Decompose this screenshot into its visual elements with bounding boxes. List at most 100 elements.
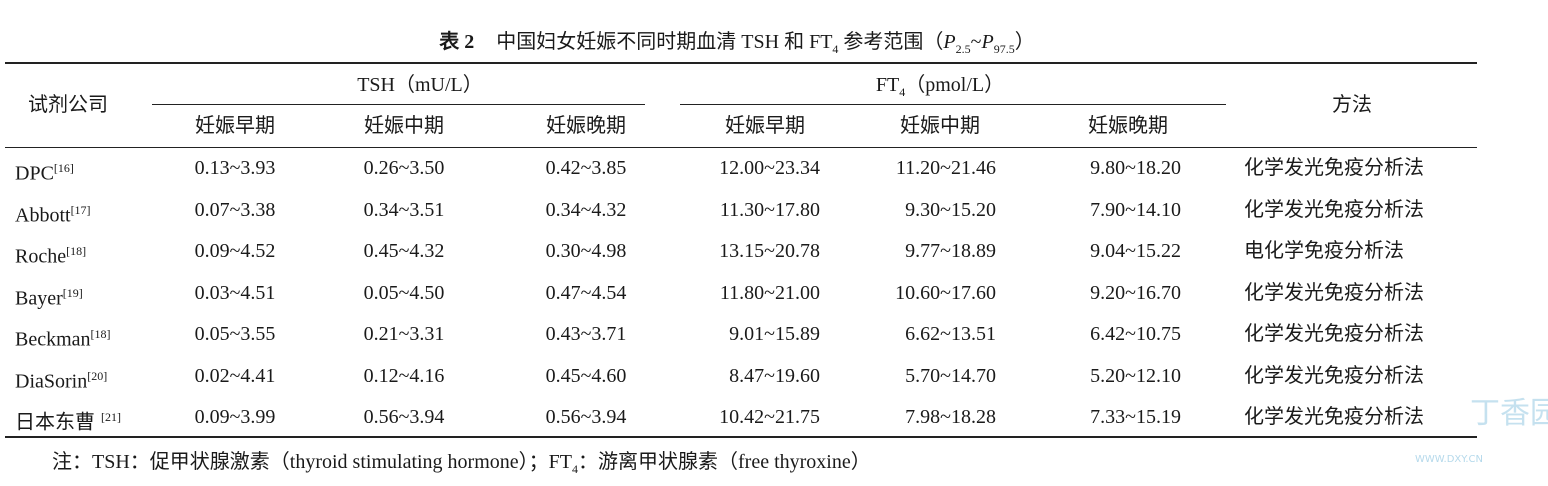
company-name: Roche (15, 245, 67, 268)
tsh-value: 0.43~3.71 (545, 323, 627, 345)
ft4-sub: 4 (899, 85, 906, 99)
title-sub: 2.5 (955, 42, 971, 56)
company-name: DiaSorin (15, 370, 88, 393)
ft4-value: 11.30~17.80 (719, 198, 820, 221)
header-phase: 妊娠中期 (364, 115, 444, 137)
title-sub: 4 (832, 42, 839, 56)
method: 化学发光免疫分析法 (1244, 281, 1424, 304)
company-name: 日本东曹 (15, 411, 95, 434)
company: Beckman[18] (15, 322, 111, 352)
ft4-value: 7.98~18.28 (905, 406, 996, 428)
ft4-value: 9.80~18.20 (1090, 157, 1181, 179)
company-name: Abbott (15, 204, 71, 227)
ft4-value: 7.90~14.10 (1090, 198, 1181, 221)
ft4-value: 10.60~17.60 (895, 281, 996, 304)
tsh-value: 0.45~4.32 (363, 240, 445, 262)
tsh-value: 0.34~4.32 (545, 198, 627, 221)
title-p: P (981, 31, 994, 53)
ft4-value: 9.04~15.22 (1090, 240, 1181, 262)
company-ref: [16] (53, 161, 74, 175)
tsh-value: 0.05~3.55 (194, 323, 276, 345)
table-title: 表 2 中国妇女妊娠不同时期血清 TSH 和 FT4 参考范围（P2.5~P97.… (439, 30, 1034, 61)
title-sub: 97.5 (993, 42, 1015, 56)
company: DiaSorin[20] (15, 364, 107, 394)
note: 注：TSH：促甲状腺激素（thyroid stimulating hormone… (52, 450, 871, 481)
header-tsh: TSH（mU/L） (357, 74, 483, 96)
method: 电化学免疫分析法 (1244, 240, 1404, 262)
tsh-value: 0.21~3.31 (363, 323, 445, 345)
tsh-value: 0.07~3.38 (194, 198, 276, 221)
tsh-value: 0.05~4.50 (363, 281, 445, 304)
ft4-value: 13.15~20.78 (719, 240, 820, 262)
tsh-value: 0.42~3.85 (545, 157, 627, 179)
tsh-value: 0.30~4.98 (545, 240, 627, 262)
company-ref: [18] (90, 327, 111, 341)
company-ref: [17] (70, 202, 91, 217)
tsh-value: 0.03~4.51 (194, 281, 276, 304)
ft4-value: 9.20~16.70 (1090, 281, 1181, 304)
bottom-rule (5, 436, 1477, 438)
method: 化学发光免疫分析法 (1244, 406, 1424, 428)
company-name: Bayer (15, 287, 63, 310)
method: 化学发光免疫分析法 (1244, 364, 1424, 387)
watermark-url: WWW.DXY.CN (1415, 454, 1483, 465)
ft4-value: 9.30~15.20 (905, 198, 996, 221)
header-method: 方法 (1332, 94, 1372, 116)
header-rule (5, 147, 1477, 148)
ft4-value: 9.77~18.89 (905, 240, 996, 262)
company-name: Beckman (15, 328, 91, 351)
company: Roche[18] (15, 239, 86, 269)
tsh-value: 0.56~3.94 (363, 406, 445, 428)
ft4-value: 7.33~15.19 (1090, 406, 1181, 428)
ft4-value: 5.20~12.10 (1090, 364, 1181, 387)
company-ref: [19] (62, 285, 83, 300)
method: 化学发光免疫分析法 (1244, 157, 1424, 179)
ft4-value: 9.01~15.89 (729, 323, 820, 345)
title-label: 表 2 (439, 31, 475, 53)
tsh-value: 0.45~4.60 (545, 364, 627, 387)
ft4-value: 12.00~23.34 (719, 157, 820, 179)
ft4-value: 11.80~21.00 (719, 281, 820, 304)
tsh-value: 0.47~4.54 (545, 281, 627, 304)
header-company: 试剂公司 (28, 94, 108, 116)
header-phase: 妊娠早期 (195, 115, 275, 137)
tsh-value: 0.56~3.94 (545, 406, 627, 428)
title-text: 中国妇女妊娠不同时期血清 TSH 和 FT (496, 31, 833, 53)
tsh-value: 0.26~3.50 (363, 157, 445, 179)
tsh-value: 0.34~3.51 (363, 198, 445, 221)
method: 化学发光免疫分析法 (1244, 198, 1424, 221)
tsh-value: 0.13~3.93 (194, 157, 276, 179)
company-name: DPC (15, 162, 54, 185)
ft4-value: 11.20~21.46 (895, 157, 996, 179)
company-ref: [20] (87, 368, 108, 383)
note-text: ：游离甲状腺素（free thyroxine） (578, 451, 871, 473)
ft4-value: 6.62~13.51 (905, 323, 996, 345)
title-tilde: ~ (970, 31, 982, 53)
method: 化学发光免疫分析法 (1244, 323, 1424, 345)
ft4-rule (680, 104, 1226, 105)
title-p: P (943, 31, 956, 53)
company: 日本东曹 [21] (15, 405, 121, 435)
company: Abbott[17] (15, 198, 91, 228)
tsh-value: 0.09~4.52 (194, 240, 276, 262)
company: Bayer[19] (15, 281, 83, 311)
watermark: 丁香园 (1470, 396, 1548, 431)
company-ref: [21] (101, 410, 121, 424)
title-text: 参考范围（ (838, 31, 944, 53)
tsh-value: 0.09~3.99 (194, 406, 276, 428)
ft4-value: 8.47~19.60 (729, 364, 820, 387)
ft4-unit: （pmol/L） (905, 74, 1005, 96)
ft4-value: 10.42~21.75 (719, 406, 820, 428)
tsh-rule (152, 104, 645, 105)
ft4-value: 6.42~10.75 (1090, 323, 1181, 345)
tsh-value: 0.12~4.16 (363, 364, 445, 387)
ft4-value: 5.70~14.70 (905, 364, 996, 387)
title-text: ） (1014, 31, 1035, 53)
header-phase: 妊娠早期 (725, 115, 805, 137)
header-phase: 妊娠中期 (900, 115, 980, 137)
tsh-value: 0.02~4.41 (194, 364, 276, 387)
ft4-main: FT (875, 74, 900, 96)
top-rule (5, 62, 1477, 64)
company-ref: [18] (66, 244, 87, 258)
